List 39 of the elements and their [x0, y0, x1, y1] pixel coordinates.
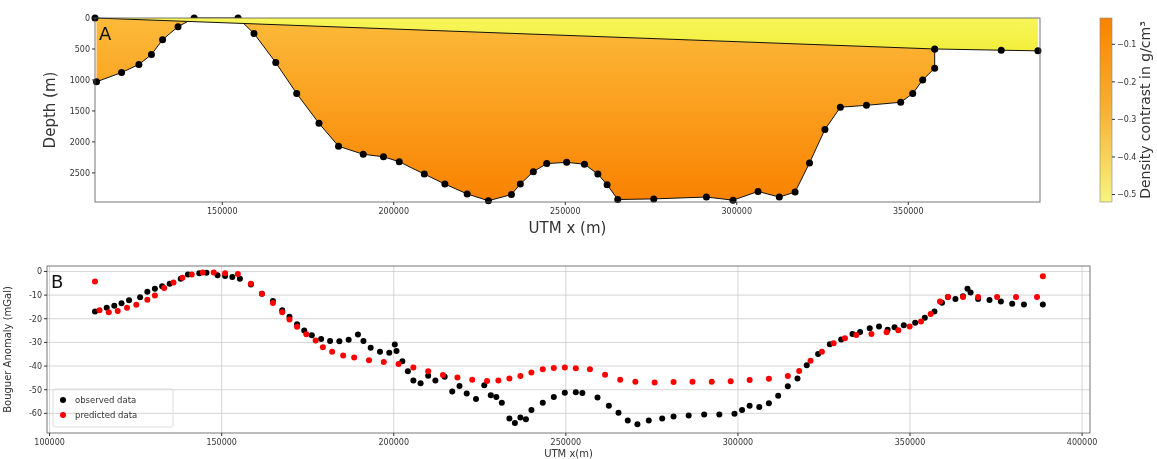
x-axis-title: UTM x (m)	[528, 219, 607, 237]
y-tick-label: 0	[84, 13, 90, 23]
y-tick-label: 2000	[69, 137, 90, 147]
x-tick-label: 150000	[206, 438, 237, 447]
annotation: B	[51, 271, 64, 292]
y-tick-label: 1000	[69, 75, 90, 85]
x-tick-label: 200000	[378, 438, 410, 447]
legend-label: predicted data	[75, 409, 138, 420]
color-bar-title: Density contrast in g/cm³	[1137, 21, 1153, 199]
color-bar-label: −0.3	[1117, 115, 1137, 125]
y-axis-title: Bouguer Anomaly (mGal)	[2, 286, 13, 413]
y-tick-label: 0	[36, 267, 42, 277]
y-tick-label: -20	[28, 314, 42, 324]
x-tick-label: 350000	[894, 438, 926, 447]
x-tick-label: 150000	[206, 207, 238, 216]
x-tick-label: 200000	[378, 207, 410, 216]
legend-label: observed data	[75, 394, 137, 405]
x-tick-label: 300000	[721, 207, 753, 216]
y-tick-label: -50	[28, 385, 42, 395]
x-tick-label: 400000	[1066, 438, 1098, 447]
x-axis-title: UTM x(m)	[544, 448, 593, 459]
color-bar-label: −0.5	[1117, 190, 1137, 200]
color-bar-label: −0.1	[1117, 40, 1137, 50]
color-bar-label: −0.2	[1117, 77, 1137, 87]
y-tick-label: -10	[28, 290, 42, 300]
y-tick-label: 2500	[69, 168, 90, 178]
color-bar-label: −0.4	[1117, 152, 1137, 162]
x-tick-label: 250000	[550, 207, 581, 216]
annotation: A	[99, 23, 112, 44]
y-tick-label: -30	[28, 338, 42, 348]
y-tick-label: -60	[28, 409, 42, 419]
y-tick-label: -40	[28, 361, 42, 371]
x-tick-label: 350000	[893, 207, 924, 216]
y-tick-label: 500	[74, 44, 90, 54]
y-tick-label: 1500	[69, 106, 90, 116]
x-tick-label: 250000	[550, 438, 582, 447]
y-axis-title: Depth (m)	[41, 71, 59, 149]
x-tick-label: 100000	[34, 438, 65, 447]
x-tick-label: 300000	[722, 438, 754, 447]
